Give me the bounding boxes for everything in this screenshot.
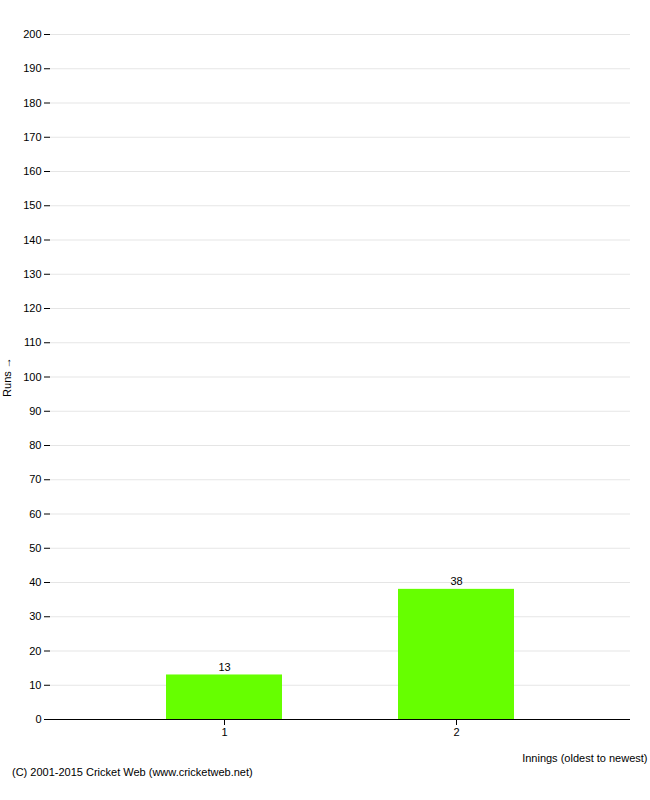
svg-text:40: 40 — [29, 576, 41, 588]
svg-text:30: 30 — [29, 610, 41, 622]
svg-text:0: 0 — [35, 713, 41, 725]
svg-text:100: 100 — [23, 371, 41, 383]
svg-text:110: 110 — [24, 336, 42, 348]
svg-text:140: 140 — [23, 234, 41, 246]
svg-text:70: 70 — [29, 473, 41, 485]
svg-text:190: 190 — [23, 62, 41, 74]
svg-text:150: 150 — [23, 199, 41, 211]
svg-text:Innings (oldest to newest): Innings (oldest to newest) — [522, 752, 647, 764]
svg-text:1: 1 — [221, 726, 227, 738]
svg-text:13: 13 — [218, 661, 230, 673]
svg-text:80: 80 — [29, 439, 41, 451]
svg-text:60: 60 — [29, 508, 41, 520]
svg-text:50: 50 — [29, 542, 41, 554]
svg-text:120: 120 — [23, 302, 41, 314]
svg-text:10: 10 — [29, 679, 41, 691]
svg-text:180: 180 — [23, 97, 41, 109]
svg-text:130: 130 — [23, 268, 41, 280]
svg-text:38: 38 — [450, 575, 462, 587]
svg-text:170: 170 — [23, 131, 41, 143]
svg-text:2: 2 — [453, 726, 459, 738]
html-text:(C) 2001-2015 Cricket Web (www: (C) 2001-2015 Cricket Web (www.cricketwe… — [12, 766, 253, 778]
svg-text:90: 90 — [29, 405, 41, 417]
svg-text:Runs →: Runs → — [1, 357, 13, 397]
svg-text:20: 20 — [29, 645, 41, 657]
svg-text:160: 160 — [23, 165, 41, 177]
svg-text:200: 200 — [23, 28, 41, 40]
